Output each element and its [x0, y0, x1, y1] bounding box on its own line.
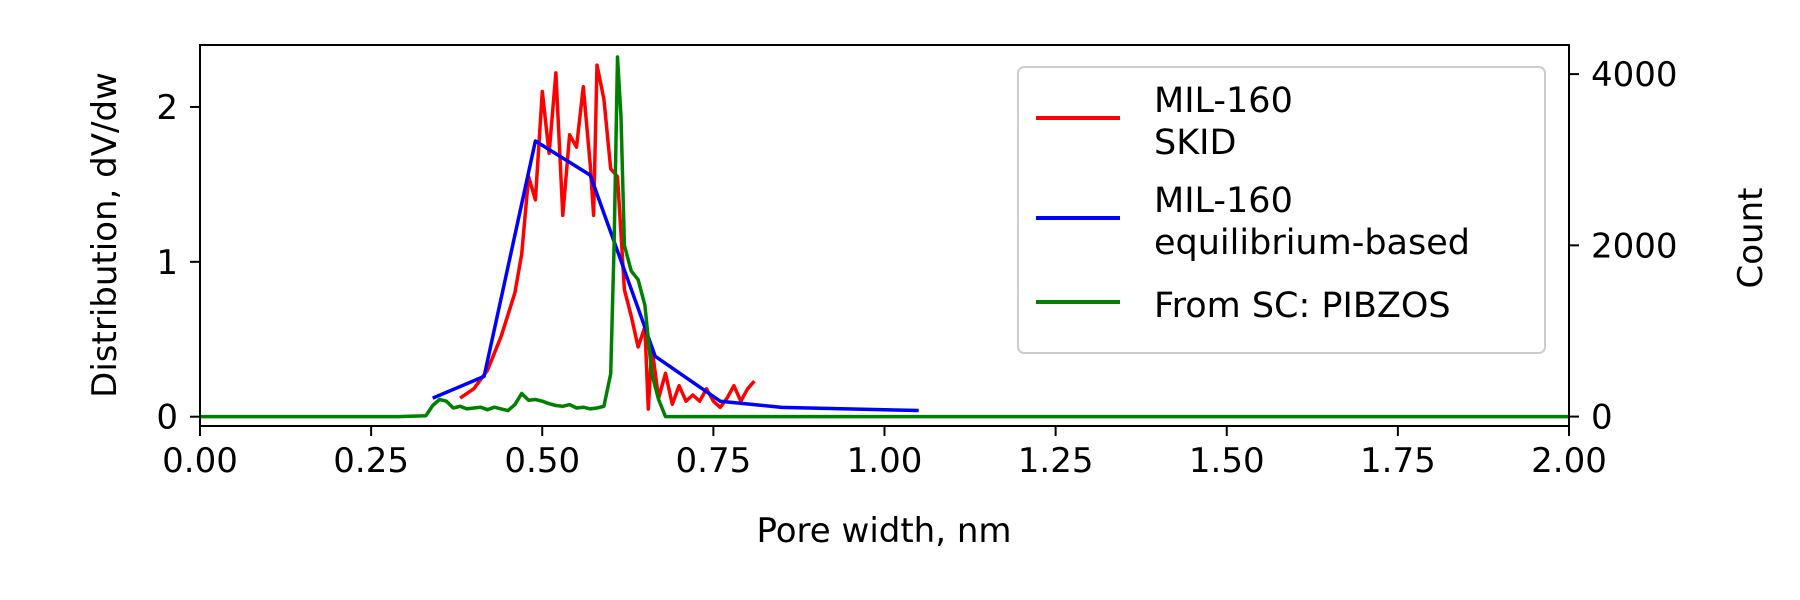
x-axis: 0.00 0.25 0.50 0.75 1.00 1.25 1.50 1.75 2.00	[162, 426, 1607, 481]
x-tick-label: 0.25	[333, 441, 409, 481]
x-tick-label: 0.50	[504, 441, 580, 481]
y2-tick-label: 4000	[1591, 55, 1678, 95]
y-axis-right: 0 2000 4000	[1569, 55, 1678, 438]
y-tick-label: 0	[156, 398, 178, 438]
y-axis-right-label: Count	[1731, 188, 1771, 289]
y-axis-left-label: Distribution, dV/dw	[85, 72, 125, 398]
legend-label: MIL-160 SKID	[1154, 81, 1293, 163]
legend: MIL-160 SKID MIL-160 equilibrium-based From …	[1017, 66, 1546, 354]
y-tick-label: 2	[156, 88, 178, 128]
y2-tick-label: 0	[1591, 398, 1613, 438]
x-axis-label: Pore width, nm	[756, 511, 1011, 551]
legend-box	[1017, 66, 1546, 354]
x-tick-label: 0.75	[676, 441, 752, 481]
x-tick-label: 1.75	[1360, 441, 1436, 481]
series-line-3	[200, 55, 1569, 419]
x-tick-label: 1.25	[1018, 441, 1094, 481]
x-tick-label: 1.00	[847, 441, 923, 481]
legend-label: MIL-160 equilibrium-based	[1154, 181, 1470, 263]
series-line-2	[432, 139, 919, 413]
y2-tick-label: 2000	[1591, 226, 1678, 266]
y-tick-label: 1	[156, 243, 178, 283]
legend-label: From SC: PIBZOS	[1154, 286, 1451, 326]
x-tick-label: 0.00	[162, 441, 238, 481]
y-axis-left: 0 1 2	[156, 88, 200, 438]
plot-area	[200, 55, 1569, 419]
x-tick-label: 2.00	[1531, 441, 1607, 481]
x-tick-label: 1.50	[1189, 441, 1265, 481]
